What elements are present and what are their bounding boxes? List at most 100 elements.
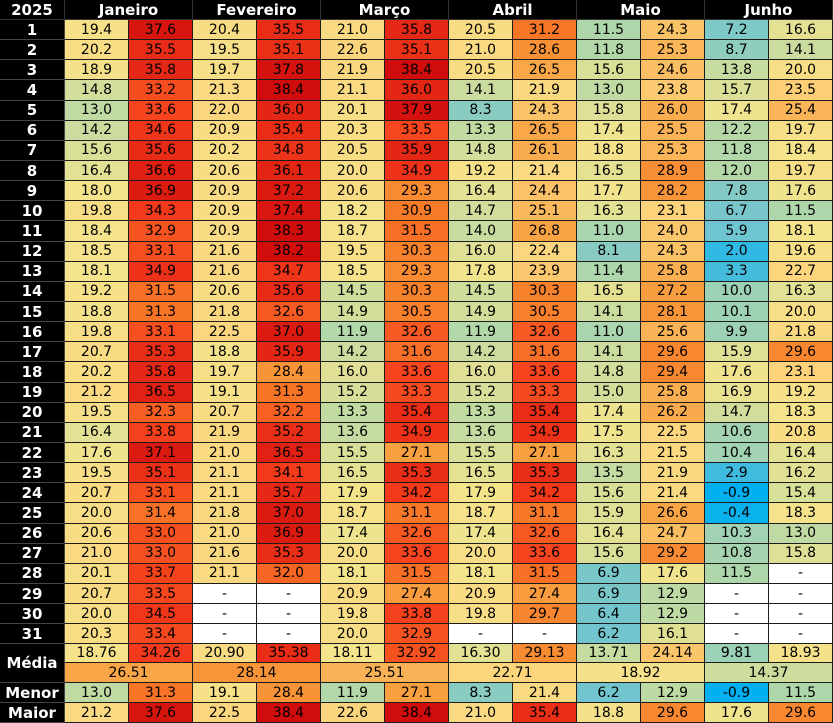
- temp-cell: 11.5: [705, 563, 769, 584]
- temp-cell: 20.0: [321, 624, 385, 645]
- temp-cell: 16.0: [449, 241, 513, 262]
- temp-cell: 21.4: [641, 483, 705, 504]
- temp-cell: 33.6: [513, 543, 577, 564]
- temp-cell: 36.0: [257, 100, 321, 121]
- temp-cell: 19.8: [449, 604, 513, 625]
- temp-cell: 34.9: [513, 422, 577, 443]
- temp-cell: -: [769, 563, 833, 584]
- day-label: 30: [0, 604, 65, 625]
- temp-cell: 24.7: [641, 523, 705, 544]
- temp-cell: 37.0: [257, 503, 321, 524]
- temp-cell: 17.4: [449, 523, 513, 544]
- media-cell: 16.30: [449, 644, 513, 664]
- temp-cell: 20.3: [65, 624, 129, 645]
- temp-cell: 26.5: [513, 120, 577, 141]
- temp-cell: 26.5: [513, 60, 577, 81]
- temp-cell: 21.0: [193, 523, 257, 544]
- temp-cell: 28.4: [257, 362, 321, 383]
- temp-cell: -: [193, 604, 257, 625]
- temp-cell: 20.9: [193, 201, 257, 222]
- temp-cell: 32.6: [513, 523, 577, 544]
- temp-cell: 20.1: [65, 563, 129, 584]
- temp-cell: 31.6: [513, 342, 577, 363]
- temp-cell: 14.5: [449, 281, 513, 302]
- temp-cell: 33.7: [129, 563, 193, 584]
- temp-cell: 20.5: [449, 60, 513, 81]
- temp-cell: 21.6: [193, 543, 257, 564]
- temp-cell: 20.5: [321, 140, 385, 161]
- media-total-cell: 14.37: [705, 663, 833, 684]
- temp-cell: 35.1: [129, 463, 193, 484]
- temp-cell: -: [769, 583, 833, 605]
- temp-cell: 31.1: [385, 503, 449, 524]
- temp-cell: 20.5: [449, 20, 513, 41]
- media-cell: 9.81: [705, 644, 769, 664]
- month-header: Maio: [577, 0, 705, 20]
- media-cell: 18.93: [769, 644, 833, 664]
- maior-label: Maior: [0, 703, 65, 723]
- temp-cell: 21.1: [193, 483, 257, 504]
- temp-cell: 35.5: [257, 20, 321, 41]
- temp-cell: 15.6: [65, 140, 129, 161]
- temp-cell: 20.0: [65, 503, 129, 524]
- temp-cell: 33.6: [385, 362, 449, 383]
- temp-cell: 34.7: [257, 261, 321, 282]
- temp-cell: 13.0: [65, 100, 129, 121]
- temp-cell: 16.0: [449, 362, 513, 383]
- day-label: 10: [0, 201, 65, 222]
- day-label: 11: [0, 221, 65, 242]
- temp-cell: 15.4: [769, 483, 833, 504]
- temp-cell: 15.8: [577, 100, 641, 121]
- temp-cell: 16.4: [769, 442, 833, 464]
- temp-cell: 20.0: [321, 160, 385, 182]
- temp-cell: 32.3: [129, 402, 193, 423]
- temp-cell: 23.8: [641, 80, 705, 101]
- temp-cell: 16.3: [769, 281, 833, 302]
- temp-cell: 20.8: [769, 422, 833, 443]
- temp-cell: 33.4: [129, 624, 193, 645]
- temp-cell: 15.5: [449, 442, 513, 464]
- day-label: 5: [0, 100, 65, 121]
- day-label: 2: [0, 40, 65, 61]
- day-label: 4: [0, 80, 65, 101]
- temp-cell: 16.5: [577, 160, 641, 182]
- temp-cell: 33.5: [129, 583, 193, 605]
- temp-cell: 21.3: [193, 80, 257, 101]
- temp-cell: 35.3: [385, 463, 449, 484]
- temp-cell: 36.1: [257, 160, 321, 182]
- temp-cell: 14.9: [321, 301, 385, 323]
- temp-cell: 32.6: [257, 301, 321, 323]
- temp-cell: 31.5: [513, 563, 577, 584]
- temp-cell: 21.2: [65, 382, 129, 403]
- temp-cell: 11.0: [577, 322, 641, 343]
- temp-cell: 32.0: [257, 563, 321, 584]
- temp-cell: 31.5: [129, 281, 193, 302]
- temp-cell: 18.2: [321, 201, 385, 222]
- temp-cell: 18.0: [65, 181, 129, 202]
- temp-cell: 21.6: [193, 261, 257, 282]
- temp-cell: 38.2: [257, 241, 321, 262]
- temp-cell: 15.2: [449, 382, 513, 403]
- temp-cell: 26.8: [513, 221, 577, 242]
- day-label: 1: [0, 20, 65, 41]
- temp-cell: 11.9: [449, 322, 513, 343]
- temp-cell: 23.1: [769, 362, 833, 383]
- temp-cell: 14.8: [577, 362, 641, 383]
- temp-cell: 22.5: [193, 322, 257, 343]
- day-label: 8: [0, 160, 65, 182]
- temp-cell: -: [193, 624, 257, 645]
- temp-cell: 30.5: [513, 301, 577, 323]
- day-label: 9: [0, 181, 65, 202]
- temp-cell: 36.0: [385, 80, 449, 101]
- temp-cell: 33.0: [129, 543, 193, 564]
- menor-label: Menor: [0, 683, 65, 704]
- temp-cell: 35.9: [385, 140, 449, 161]
- temp-cell: 25.8: [641, 261, 705, 282]
- maior-cell: 17.6: [705, 703, 769, 723]
- temp-cell: 16.9: [705, 382, 769, 403]
- media-cell: 34.26: [129, 644, 193, 664]
- day-label: 26: [0, 523, 65, 544]
- temp-cell: 30.3: [385, 241, 449, 262]
- temp-cell: 9.9: [705, 322, 769, 343]
- temp-cell: 25.3: [641, 140, 705, 161]
